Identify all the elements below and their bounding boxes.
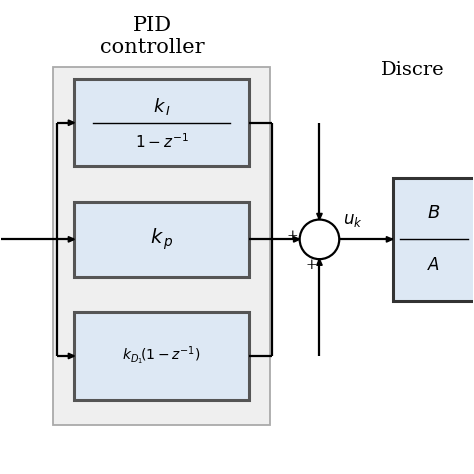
Polygon shape [293, 237, 300, 242]
Bar [74, 79, 249, 166]
Polygon shape [386, 237, 392, 242]
Polygon shape [68, 237, 74, 242]
Polygon shape [317, 213, 322, 219]
Bar [74, 201, 249, 277]
Text: PID
controller: PID controller [100, 16, 204, 56]
Text: $u_k$: $u_k$ [343, 212, 362, 229]
Text: $1-z^{-1}$: $1-z^{-1}$ [135, 132, 189, 151]
Bar [74, 312, 249, 400]
Text: $B$: $B$ [427, 204, 440, 222]
Text: $A$: $A$ [427, 257, 440, 274]
Polygon shape [68, 353, 74, 359]
Polygon shape [68, 120, 74, 126]
Text: Discre: Discre [381, 61, 444, 79]
Text: +: + [305, 258, 317, 272]
Text: $k_{D_1}\!\left(1-z^{-1}\right)$: $k_{D_1}\!\left(1-z^{-1}\right)$ [122, 345, 201, 367]
Polygon shape [317, 259, 322, 265]
Bar [53, 67, 270, 426]
Circle shape [300, 219, 339, 259]
Text: $k_{\,p}$: $k_{\,p}$ [150, 227, 173, 252]
Bar [392, 178, 474, 301]
Text: $k_{\,I}$: $k_{\,I}$ [153, 96, 171, 117]
Text: +: + [286, 228, 298, 243]
